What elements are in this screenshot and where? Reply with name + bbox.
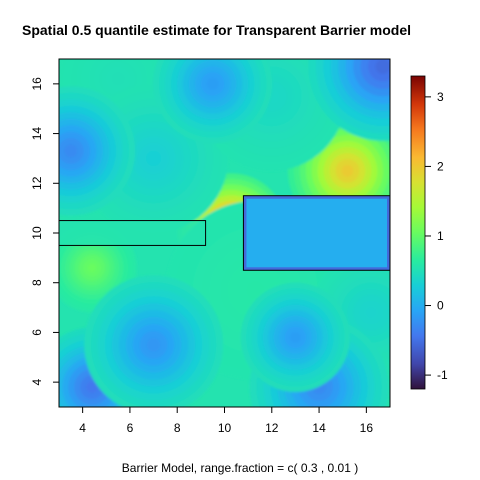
contour-band [246, 281, 265, 300]
contour-band [64, 144, 78, 158]
x-axis-caption: Barrier Model, range.fraction = c( 0.3 ,… [121, 461, 359, 475]
colorbar-ticks: -1 0 1 2 3 [425, 90, 448, 382]
x-tick-label: 12 [265, 421, 279, 435]
contour-band [206, 77, 219, 90]
hotspot [84, 275, 224, 407]
plot-area [59, 59, 390, 407]
colorbar-tick-label: 0 [437, 299, 444, 313]
contour-band [86, 381, 99, 394]
colorbar-tick-label: 2 [437, 159, 444, 173]
colorbar-gradient [410, 75, 426, 390]
contour-band [375, 59, 390, 74]
hotspot [308, 59, 390, 141]
x-tick-label: 14 [312, 421, 326, 435]
y-tick-label: 16 [30, 77, 44, 91]
colorbar-tick-label: 1 [437, 229, 444, 243]
contour-band [289, 331, 301, 343]
x-tick-label: 16 [360, 421, 374, 435]
x-tick-label: 10 [218, 421, 232, 435]
x-tick-label: 8 [174, 421, 181, 435]
y-tick-label: 12 [30, 176, 44, 190]
left-barrier-fill [59, 220, 206, 246]
y-tick-label: 6 [30, 329, 44, 336]
y-tick-label: 14 [30, 127, 44, 141]
contour-band [341, 164, 354, 177]
contour-band [365, 306, 378, 319]
x-tick-label: 6 [127, 421, 134, 435]
contour-band [112, 72, 125, 85]
heatmap-hotspots [59, 59, 390, 407]
hotspot [240, 282, 351, 393]
hotspot [59, 86, 136, 216]
y-axis: 4 6 8 10 12 14 16 [30, 77, 59, 385]
chart-title: Spatial 0.5 quantile estimate for Transp… [22, 22, 412, 38]
colorbar-tick-label: -1 [437, 368, 448, 382]
y-tick-label: 4 [30, 378, 44, 385]
y-tick-label: 8 [30, 279, 44, 286]
y-tick-label: 10 [30, 226, 44, 240]
contour-band [87, 263, 97, 273]
colorbar-tick-label: 3 [437, 90, 444, 104]
contour-band [146, 150, 162, 166]
x-axis: 4 6 8 10 12 14 16 [79, 407, 373, 435]
barrier-fills [59, 195, 390, 271]
x-tick-label: 4 [79, 421, 86, 435]
colorbar: -1 0 1 2 3 [410, 75, 448, 390]
hotspot [153, 59, 273, 144]
right-barrier-fill [246, 198, 387, 268]
contour-band [146, 337, 161, 352]
